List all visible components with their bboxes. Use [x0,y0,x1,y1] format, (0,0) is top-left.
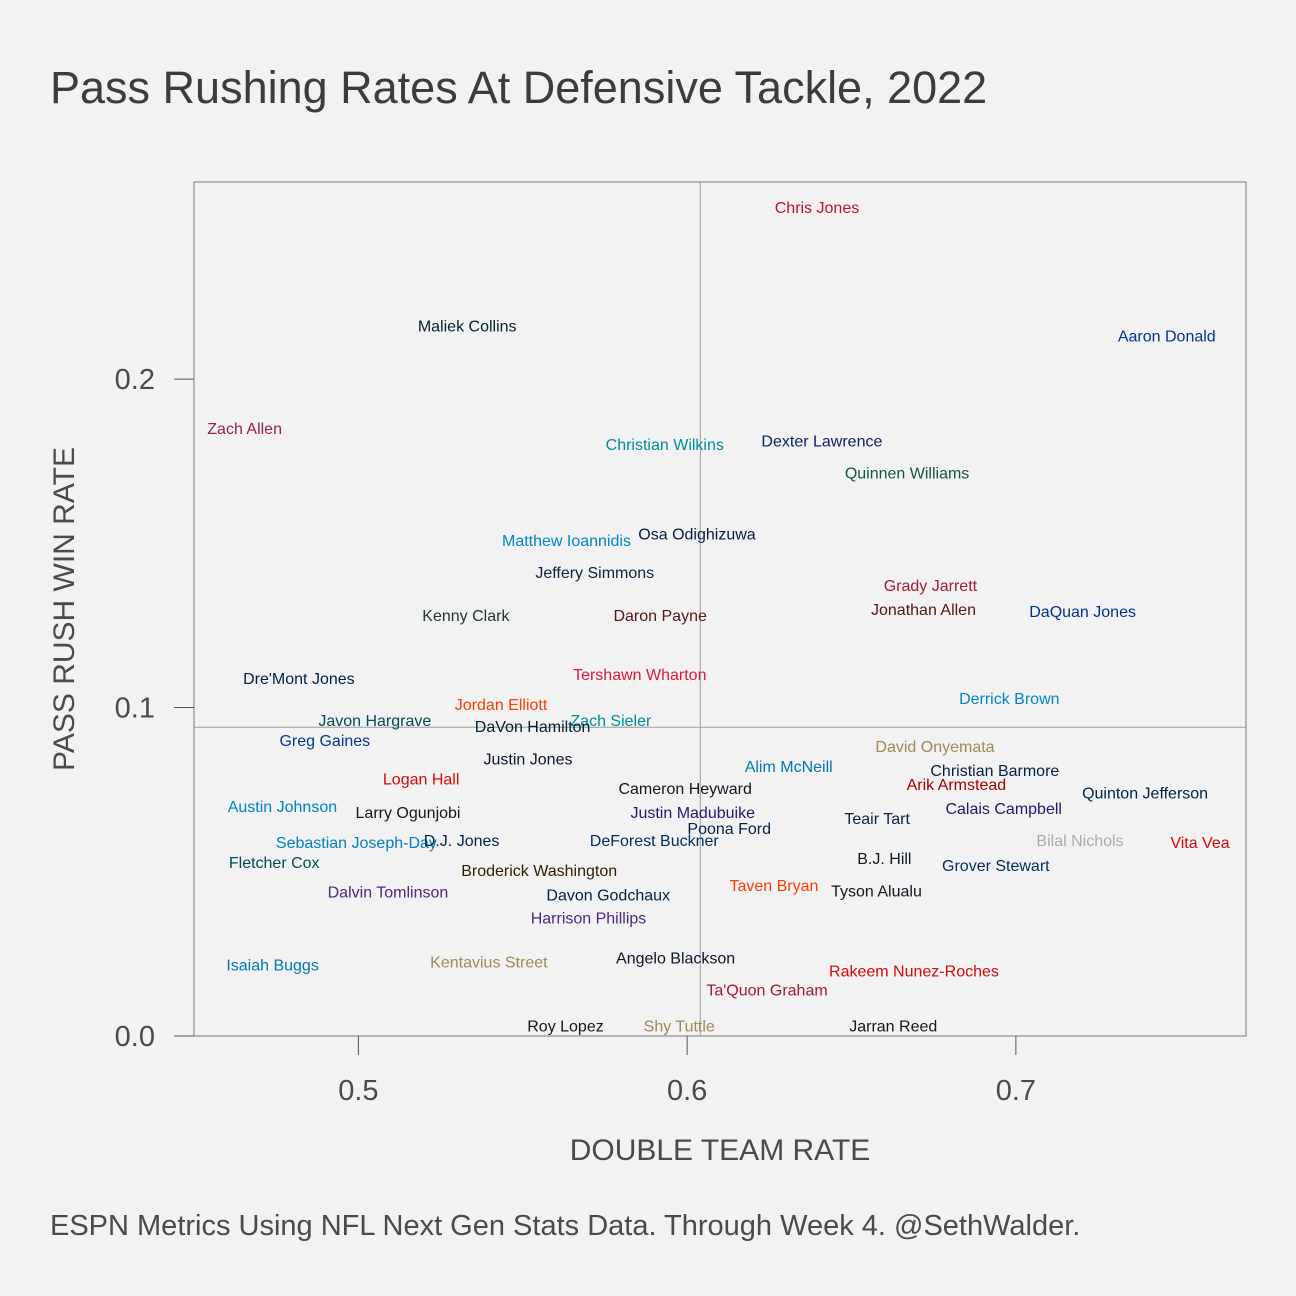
player-label: Justin Jones [484,751,573,768]
player-label: Jeffery Simmons [535,565,654,582]
player-label: Christian Barmore [930,763,1059,780]
player-label: Fletcher Cox [229,855,320,872]
plot-panel [193,181,1247,1037]
player-label: D.J. Jones [424,833,500,850]
player-label: Roy Lopez [527,1019,604,1036]
player-label: Poona Ford [687,821,771,838]
y-axis-ticks: 0.0 0.1 0.2 [115,364,194,1053]
player-label: Jordan Elliott [455,697,548,714]
x-axis-title: DOUBLE TEAM RATE [570,1134,871,1167]
player-label: Derrick Brown [959,691,1059,708]
player-label: Jarran Reed [849,1019,937,1036]
player-label: Justin Madubuike [630,805,755,822]
y-tick-label: 0.1 [115,693,155,725]
player-label: Daron Payne [613,608,706,625]
player-label: Shy Tuttle [644,1019,715,1036]
player-label: Angelo Blackson [616,950,735,967]
player-label: Dre'Mont Jones [243,671,355,688]
player-label: Isaiah Buggs [226,958,319,975]
player-labels: Chris Jones Maliek Collins Aaron Donald Zac… [207,200,1229,1036]
player-label: Tyson Alualu [831,883,922,900]
player-label: Davon Godchaux [546,887,670,904]
chart-caption: ESPN Metrics Using NFL Next Gen Stats Da… [50,1210,1081,1242]
player-label: Rakeem Nunez-Roches [829,963,999,980]
player-label: Alim McNeill [745,759,833,776]
player-label: Logan Hall [383,771,460,788]
player-label: Javon Hargrave [318,713,431,730]
player-label: Zach Sieler [570,713,652,730]
player-label: David Onyemata [875,739,994,756]
player-label: DeForest Buckner [590,833,720,850]
x-tick-label: 0.6 [667,1075,707,1107]
player-label: Chris Jones [775,200,859,217]
player-label: Quinnen Williams [845,466,969,483]
player-label: B.J. Hill [857,851,911,868]
player-label: DaVon Hamilton [475,719,591,736]
player-label: Dalvin Tomlinson [328,884,449,901]
player-label: Vita Vea [1170,835,1229,852]
player-label: Tershawn Wharton [573,667,706,684]
x-axis-ticks: 0.5 0.6 0.7 [338,1036,1036,1107]
x-tick-label: 0.5 [338,1075,378,1107]
player-label: Broderick Washington [461,863,617,880]
player-label: Larry Ogunjobi [356,805,461,822]
player-label: Kenny Clark [422,608,510,625]
player-label: Jonathan Allen [871,602,976,619]
player-label: Bilal Nichols [1036,833,1123,850]
player-label: Ta'Quon Graham [706,983,827,1000]
player-label: Teair Tart [844,811,910,828]
player-label: Harrison Phillips [531,910,647,927]
player-label: Cameron Heyward [618,781,751,798]
player-label: Aaron Donald [1118,329,1216,346]
player-label: Arik Armstead [907,777,1007,794]
chart-title: Pass Rushing Rates At Defensive Tackle, … [50,62,988,113]
player-label: Calais Campbell [945,801,1062,818]
player-label: Dexter Lawrence [761,434,882,451]
player-label: Zach Allen [207,421,282,438]
player-label: Maliek Collins [418,319,517,336]
y-tick-label: 0.0 [115,1021,155,1053]
player-label: Sebastian Joseph-Day [276,835,437,852]
player-label: Grady Jarrett [884,578,978,595]
player-label: Quinton Jefferson [1082,785,1208,802]
player-label: Osa Odighizuwa [638,526,755,543]
player-label: Kentavius Street [430,954,548,971]
player-label: Taven Bryan [729,878,818,895]
player-label: Austin Johnson [228,799,337,816]
x-tick-label: 0.7 [996,1075,1036,1107]
player-label: Christian Wilkins [606,437,724,454]
player-label: Matthew Ioannidis [502,533,631,550]
y-axis-title: PASS RUSH WIN RATE [48,447,81,771]
player-label: Greg Gaines [279,733,370,750]
player-label: DaQuan Jones [1029,604,1136,621]
player-label: Grover Stewart [942,858,1050,875]
y-tick-label: 0.2 [115,364,155,396]
